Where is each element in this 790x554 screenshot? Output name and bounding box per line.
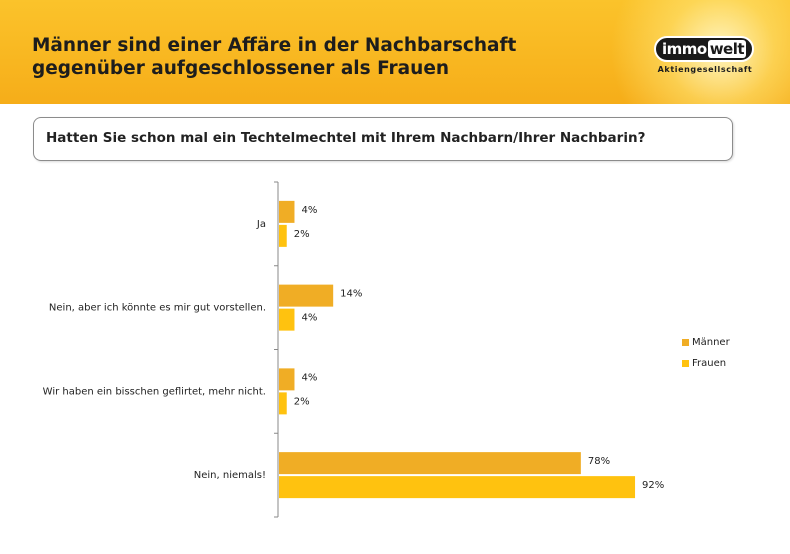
bar-maenner <box>279 200 295 223</box>
bar-maenner <box>279 284 334 307</box>
bar-frauen <box>279 308 295 331</box>
legend-label: Männer <box>692 337 730 348</box>
data-label: 2% <box>294 396 310 407</box>
data-label: 4% <box>301 372 317 383</box>
legend-swatch <box>682 360 689 367</box>
chart-legend: Männer Frauen <box>682 332 730 374</box>
logo-text-welt: welt <box>707 40 747 58</box>
legend-item: Männer <box>682 332 730 353</box>
logo-text-immo: immo <box>661 40 707 58</box>
category-label: Nein, niemals! <box>194 470 266 481</box>
header-banner: Männer sind einer Affäre in der Nachbars… <box>0 0 790 104</box>
question-box: Hatten Sie schon mal ein Techtelmechtel … <box>33 117 733 161</box>
data-label: 4% <box>301 205 317 216</box>
logo-subtitle: Aktiengesellschaft <box>657 65 753 74</box>
category-label: Ja <box>256 219 266 230</box>
data-label: 14% <box>340 289 362 300</box>
immowelt-logo: immo welt Aktiengesellschaft <box>650 36 760 76</box>
legend-item: Frauen <box>682 353 730 374</box>
bar-frauen <box>279 224 287 247</box>
category-label: Nein, aber ich könnte es mir gut vorstel… <box>49 303 266 314</box>
logo-pill: immo welt <box>654 36 754 62</box>
page-title: Männer sind einer Affäre in der Nachbars… <box>32 35 517 79</box>
bar-frauen <box>279 476 636 499</box>
category-label: Wir haben ein bisschen geflirtet, mehr n… <box>43 386 266 397</box>
survey-question: Hatten Sie schon mal ein Techtelmechtel … <box>46 130 646 146</box>
data-label: 2% <box>294 229 310 240</box>
legend-swatch <box>682 339 689 346</box>
data-label: 92% <box>642 480 664 491</box>
bar-frauen <box>279 392 287 415</box>
bar-maenner <box>279 452 581 475</box>
bar-maenner <box>279 368 295 391</box>
legend-label: Frauen <box>692 358 727 369</box>
data-label: 78% <box>588 456 610 467</box>
data-label: 4% <box>301 313 317 324</box>
